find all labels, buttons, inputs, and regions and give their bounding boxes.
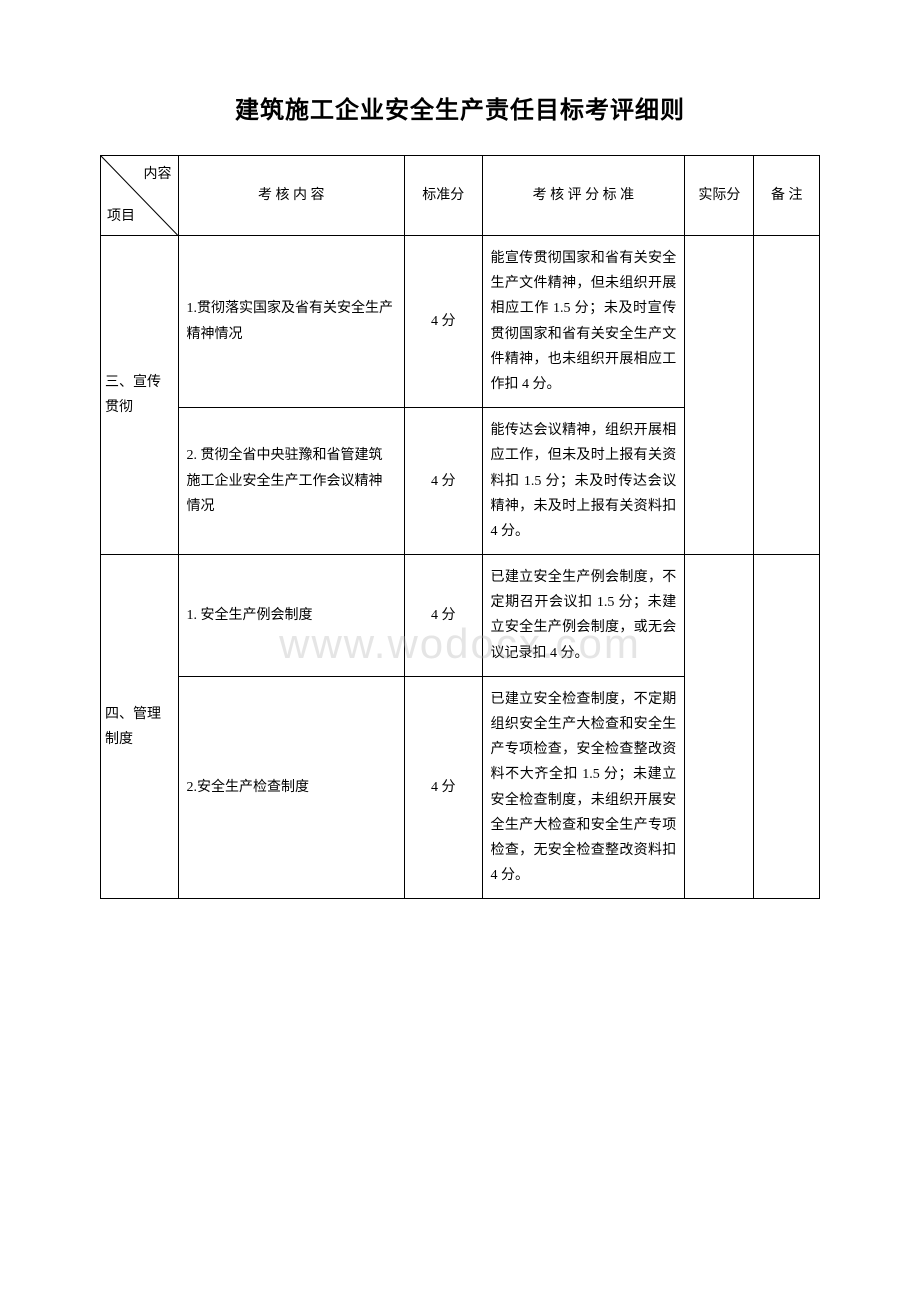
header-diag: 内容 项目 bbox=[101, 156, 179, 236]
project-cell: 三、宣传贯彻 bbox=[101, 236, 179, 555]
header-diag-bottom: 项目 bbox=[107, 204, 135, 229]
header-criteria: 考 核 评 分 标 准 bbox=[482, 156, 685, 236]
content-cell: 2. 贯彻全省中央驻豫和省管建筑施工企业安全生产工作会议精神情况 bbox=[178, 408, 405, 555]
header-score: 标准分 bbox=[405, 156, 483, 236]
score-cell: 4 分 bbox=[405, 676, 483, 899]
header-content: 考 核 内 容 bbox=[178, 156, 405, 236]
score-cell: 4 分 bbox=[405, 555, 483, 677]
evaluation-table: 内容 项目 考 核 内 容 标准分 考 核 评 分 标 准 实际分 备 注 三、… bbox=[100, 155, 820, 899]
header-note: 备 注 bbox=[754, 156, 820, 236]
score-cell: 4 分 bbox=[405, 236, 483, 408]
table-row: 三、宣传贯彻 1.贯彻落实国家及省有关安全生产精神情况 4 分 能宣传贯彻国家和… bbox=[101, 236, 820, 408]
actual-cell bbox=[685, 236, 754, 555]
score-cell: 4 分 bbox=[405, 408, 483, 555]
project-cell: 四、管理制度 bbox=[101, 555, 179, 899]
content-cell: 1. 安全生产例会制度 bbox=[178, 555, 405, 677]
table-row: 四、管理制度 1. 安全生产例会制度 4 分 已建立安全生产例会制度，不定期召开… bbox=[101, 555, 820, 677]
actual-cell bbox=[685, 555, 754, 899]
criteria-cell: 能宣传贯彻国家和省有关安全生产文件精神，但未组织开展相应工作 1.5 分；未及时… bbox=[482, 236, 685, 408]
header-actual: 实际分 bbox=[685, 156, 754, 236]
content-cell: 1.贯彻落实国家及省有关安全生产精神情况 bbox=[178, 236, 405, 408]
header-diag-top: 内容 bbox=[144, 162, 172, 187]
note-cell bbox=[754, 236, 820, 555]
content-cell: 2.安全生产检查制度 bbox=[178, 676, 405, 899]
criteria-cell: 能传达会议精神，组织开展相应工作，但未及时上报有关资料扣 1.5 分；未及时传达… bbox=[482, 408, 685, 555]
criteria-cell: 已建立安全检查制度，不定期组织安全生产大检查和安全生产专项检查，安全检查整改资料… bbox=[482, 676, 685, 899]
page-title: 建筑施工企业安全生产责任目标考评细则 bbox=[100, 90, 820, 125]
table-header-row: 内容 项目 考 核 内 容 标准分 考 核 评 分 标 准 实际分 备 注 bbox=[101, 156, 820, 236]
criteria-cell: 已建立安全生产例会制度，不定期召开会议扣 1.5 分；未建立安全生产例会制度，或… bbox=[482, 555, 685, 677]
note-cell bbox=[754, 555, 820, 899]
